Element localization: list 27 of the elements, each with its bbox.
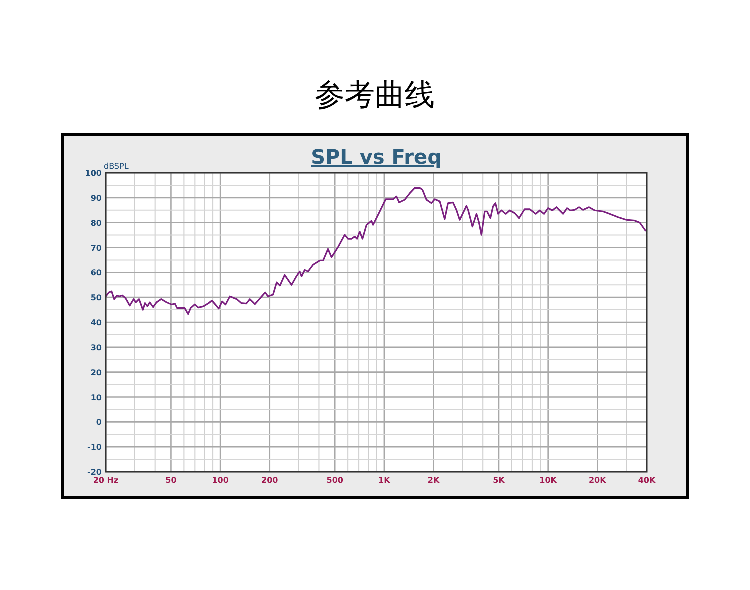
y-tick-label: 40 <box>90 318 102 328</box>
x-tick-label: 100 <box>212 476 230 485</box>
y-tick-label: 50 <box>90 294 102 303</box>
y-tick-label: 60 <box>90 268 102 278</box>
y-tick-label: 90 <box>90 194 102 203</box>
x-tick-label: 40K <box>638 476 656 485</box>
y-tick-label: 70 <box>90 244 102 253</box>
x-tick-label: 1K <box>378 476 392 485</box>
chart-subtitle: SPL vs Freq <box>311 145 442 169</box>
x-tick-label: 5K <box>493 476 506 485</box>
y-tick-label: -10 <box>88 443 102 452</box>
y-tick-label: 80 <box>90 218 102 228</box>
y-tick-label: 20 <box>90 368 102 378</box>
x-tick-label: 20 Hz <box>93 476 119 485</box>
y-axis-title: dBSPL <box>104 162 130 171</box>
y-tick-label: -20 <box>88 468 102 477</box>
x-tick-label: 200 <box>262 476 279 485</box>
y-tick-label: 10 <box>90 393 102 402</box>
y-tick-label: 30 <box>90 343 102 352</box>
x-tick-label: 500 <box>326 476 344 485</box>
x-tick-label: 20K <box>588 476 608 485</box>
x-tick-label: 50 <box>166 476 178 485</box>
chart-title: 参考曲线 <box>315 78 435 113</box>
y-tick-label: 100 <box>85 169 102 178</box>
y-tick-label: 0 <box>96 418 102 428</box>
x-tick-label: 2K <box>428 476 440 485</box>
x-tick-label: 10K <box>540 476 558 485</box>
